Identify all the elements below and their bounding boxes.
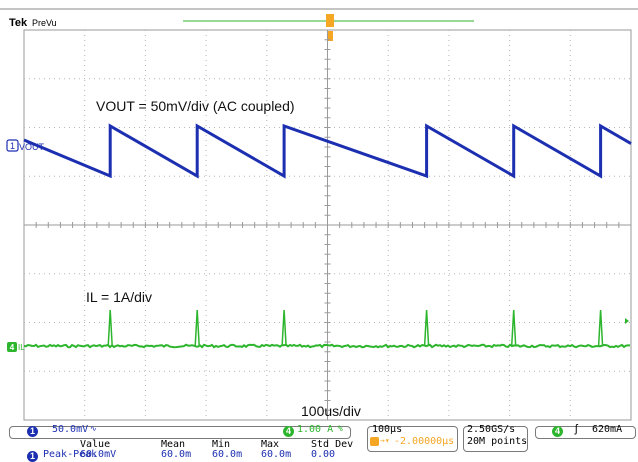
horizontal-settings-box[interactable] [367,426,458,452]
ch1-ground-marker[interactable]: 1 [6,139,19,152]
rising-edge-icon: ʃ [575,423,578,435]
il-spike [107,309,113,347]
graticule [23,29,632,421]
ch1-marker-label: VOUT [19,142,45,152]
il-spike [597,309,604,347]
ch4-marker-label: IL [18,343,25,352]
il-spike [194,309,200,347]
meas-header-max: Max [261,439,280,450]
il-spike [510,309,517,347]
acquisition-settings-box[interactable] [463,426,528,452]
vout-waveform [23,123,632,179]
il-spike [423,309,430,347]
il-annotation: IL = 1A/div [86,289,152,305]
meas-max: 60.0m [261,449,292,460]
trigger-level-arrow-icon[interactable] [625,318,629,324]
il-spike [281,309,287,347]
acquisition-mode-label: PreVu [32,18,57,28]
svg-text:4: 4 [10,343,15,352]
trigger-level: 620mA [592,424,623,435]
ch1-scale: 50.0mV [52,424,89,435]
meas-min: 60.0m [212,449,243,460]
horizontal-scale: 100µs [372,424,403,435]
il-waveform [23,343,630,349]
meas-header-mean: Mean [161,439,186,450]
ch1-badge[interactable]: 1 [27,426,38,437]
arrow-icon: →▾ [380,436,390,445]
vertical-settings-box[interactable] [9,426,351,439]
meas-header-stddev: Std Dev [311,439,354,450]
brand-label: Tek [9,17,28,29]
meas-value: 60.0mV [80,449,117,460]
ch4-scale: 1.00 A [297,424,334,435]
record-length: 20M points [467,436,528,447]
percent-icon: % [338,424,343,433]
sample-rate: 2.50GS/s [467,424,516,435]
meas-header-min: Min [212,439,231,450]
vout-annotation: VOUT = 50mV/div (AC coupled) [96,98,295,114]
meas-header-value: Value [80,439,111,450]
meas-name: Peak-Peak [43,449,98,460]
ch4-badge[interactable]: 4 [283,426,294,437]
ch4-ground-marker[interactable]: 4 [7,342,17,352]
il-spikes [107,309,604,347]
ac-coupling-icon: ∿ [90,424,97,433]
horizontal-position: -2.00000µs [394,436,455,447]
meas-row-badge[interactable]: 1 [27,451,38,462]
trigger-position-marker[interactable] [326,14,334,41]
svg-text:1: 1 [10,141,15,151]
timebase-annotation: 100us/div [301,403,361,419]
meas-stddev: 0.00 [311,449,336,460]
trigger-source-badge[interactable]: 4 [552,426,563,437]
meas-mean: 60.0m [161,449,192,460]
trigger-time-icon [370,437,379,446]
